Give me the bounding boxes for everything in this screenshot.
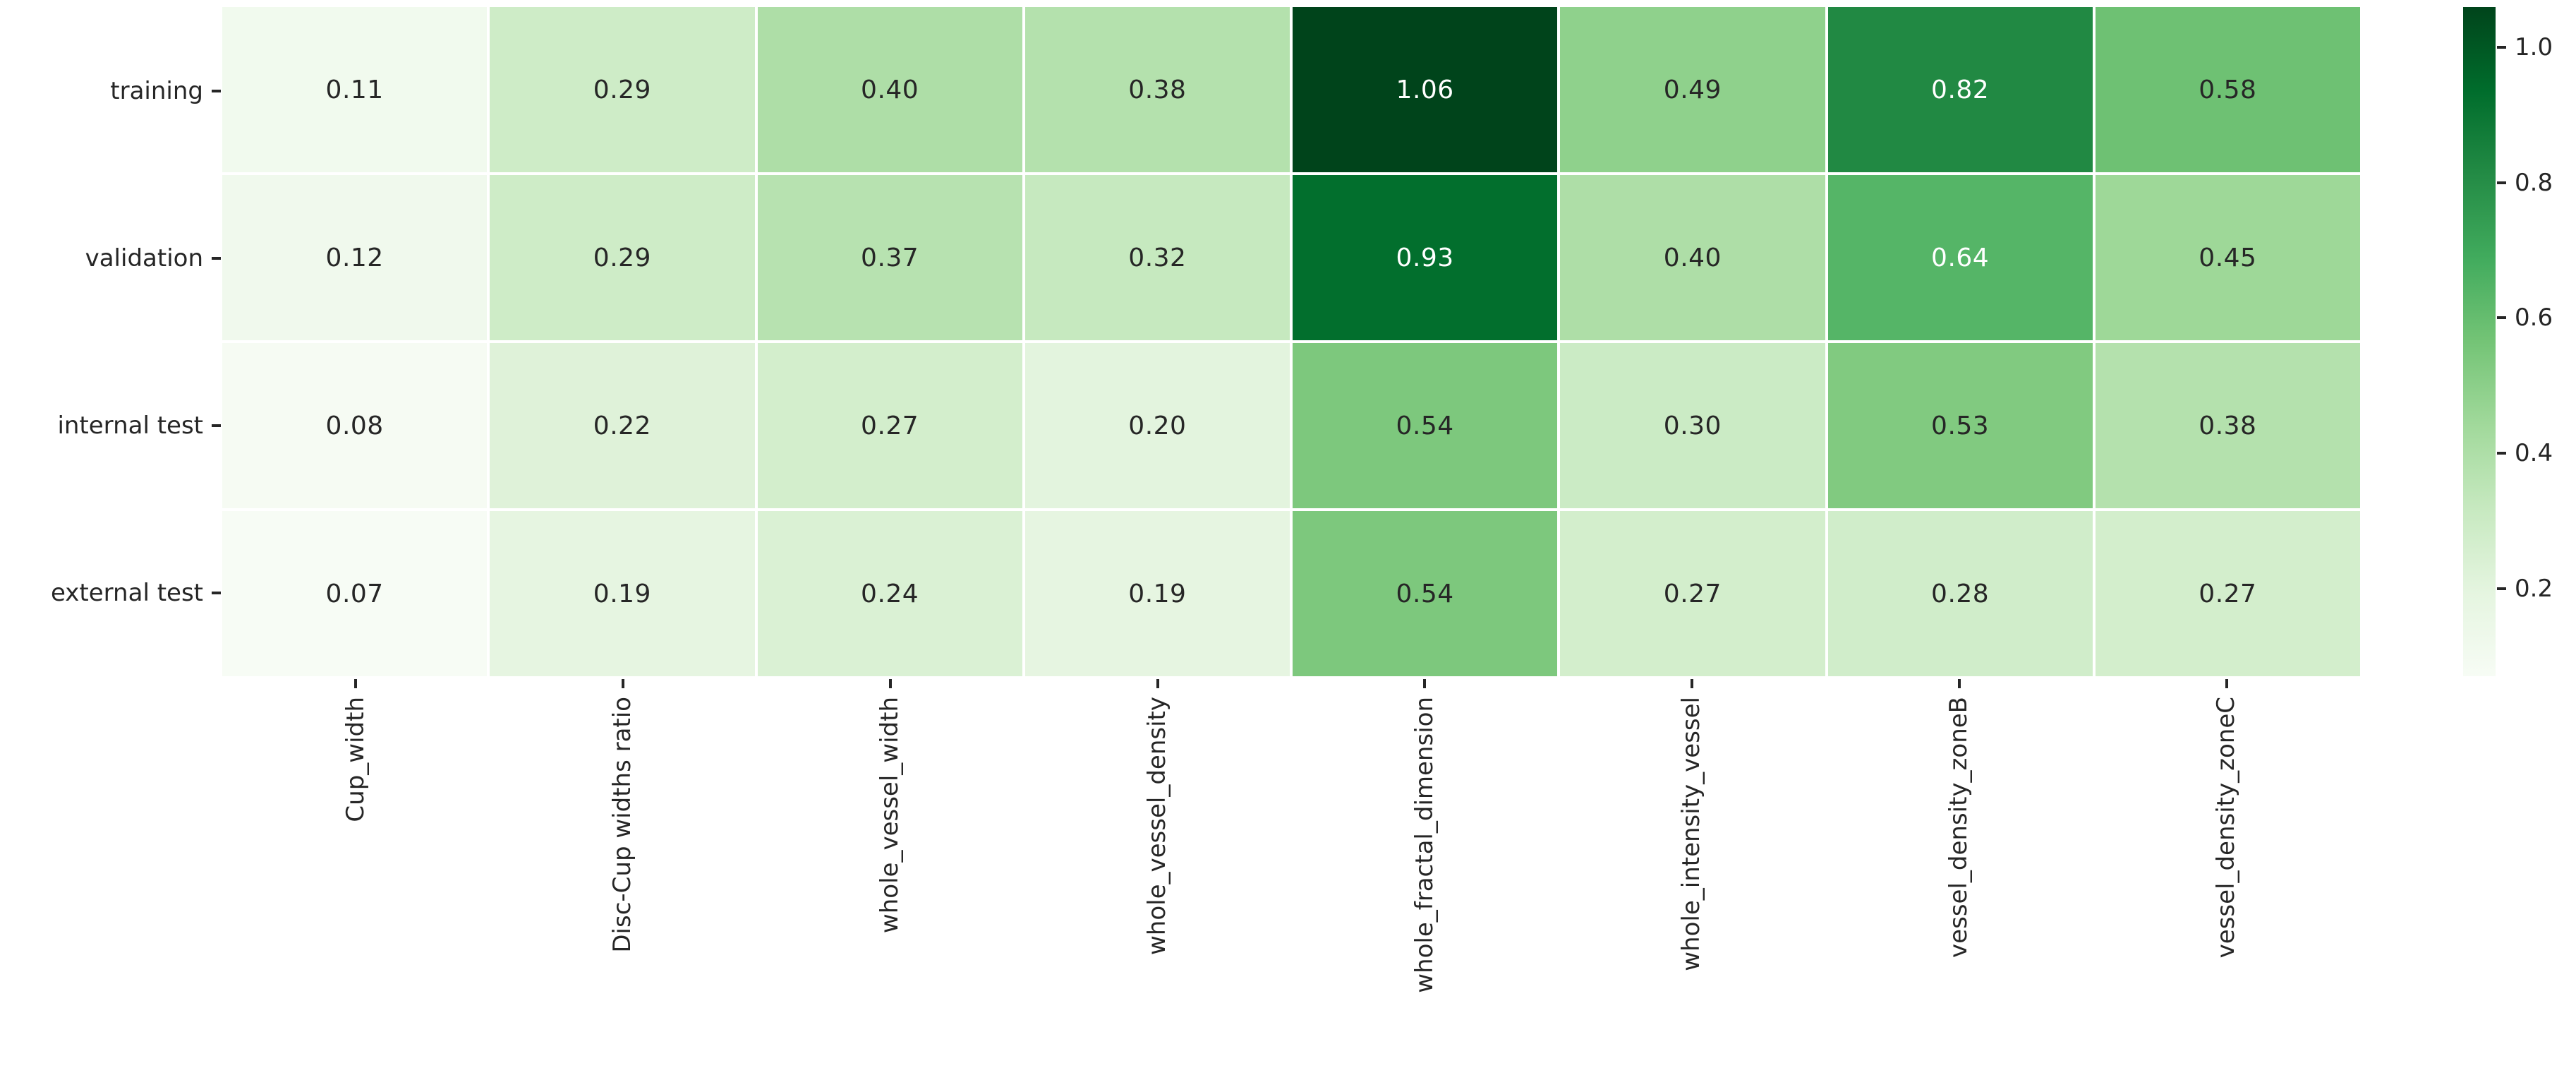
heatmap-cell: 0.53 bbox=[1827, 343, 2093, 508]
y-tick-mark bbox=[212, 256, 221, 260]
x-tick-label: whole_vessel_width bbox=[876, 697, 905, 934]
colorbar-tick-mark bbox=[2497, 452, 2506, 455]
heatmap-cell: 0.40 bbox=[1560, 175, 1825, 340]
heatmap-cell: 0.24 bbox=[757, 511, 1022, 676]
x-tick-mark bbox=[622, 679, 625, 688]
heatmap-cell: 0.93 bbox=[1293, 175, 1558, 340]
colorbar-tick-mark bbox=[2497, 316, 2506, 320]
colorbar-tick-label: 0.2 bbox=[2515, 574, 2553, 603]
heatmap-cell: 0.19 bbox=[490, 511, 755, 676]
y-tick: training bbox=[0, 7, 221, 174]
y-tick-label: internal test bbox=[57, 411, 203, 440]
x-tick-label: vessel_density_zoneB bbox=[1945, 697, 1973, 958]
x-tick-mark bbox=[1156, 679, 1159, 688]
y-tick-mark bbox=[212, 591, 221, 594]
x-tick: whole_vessel_density bbox=[1024, 679, 1291, 993]
x-tick: Cup_width bbox=[222, 679, 490, 993]
x-tick-mark bbox=[2225, 679, 2228, 688]
heatmap-cell: 0.20 bbox=[1024, 343, 1290, 508]
x-tick-label: whole_intensity_vessel bbox=[1677, 697, 1706, 971]
y-tick: internal test bbox=[0, 342, 221, 509]
x-tick: Disc-Cup widths ratio bbox=[490, 679, 757, 993]
heatmap-cell: 0.38 bbox=[1024, 7, 1290, 172]
heatmap-cell: 0.08 bbox=[222, 343, 488, 508]
heatmap-cell: 0.38 bbox=[2095, 343, 2360, 508]
x-tick-label: whole_vessel_density bbox=[1142, 697, 1171, 956]
x-tick-mark bbox=[354, 679, 358, 688]
heatmap-cell: 0.37 bbox=[757, 175, 1022, 340]
x-tick-mark bbox=[1691, 679, 1694, 688]
y-tick-label: training bbox=[110, 76, 203, 105]
colorbar-tick-label: 0.6 bbox=[2515, 304, 2553, 332]
x-tick-mark bbox=[1957, 679, 1961, 688]
heatmap-cell: 0.45 bbox=[2095, 175, 2360, 340]
x-tick: vessel_density_zoneC bbox=[2093, 679, 2360, 993]
heatmap-cell: 0.22 bbox=[490, 343, 755, 508]
heatmap-cell: 0.30 bbox=[1560, 343, 1825, 508]
heatmap-cell: 1.06 bbox=[1293, 7, 1558, 172]
heatmap-cell: 0.58 bbox=[2095, 7, 2360, 172]
x-tick-label: vessel_density_zoneC bbox=[2211, 697, 2240, 959]
heatmap-cell: 0.27 bbox=[2095, 511, 2360, 676]
heatmap-cell: 0.64 bbox=[1827, 175, 2093, 340]
colorbar-tick-label: 1.0 bbox=[2515, 33, 2553, 62]
x-tick: whole_intensity_vessel bbox=[1559, 679, 1826, 993]
y-tick-mark bbox=[212, 424, 221, 427]
heatmap-cell: 0.28 bbox=[1827, 511, 2093, 676]
heatmap-cell: 0.29 bbox=[490, 7, 755, 172]
x-tick-mark bbox=[888, 679, 892, 688]
heatmap-cell: 0.82 bbox=[1827, 7, 2093, 172]
x-tick: vessel_density_zoneB bbox=[1826, 679, 2093, 993]
y-tick: validation bbox=[0, 174, 221, 342]
heatmap-cell: 0.19 bbox=[1024, 511, 1290, 676]
colorbar-tick-mark bbox=[2497, 181, 2506, 184]
heatmap-cell: 0.54 bbox=[1293, 511, 1558, 676]
heatmap-cell: 0.54 bbox=[1293, 343, 1558, 508]
heatmap-cell: 0.49 bbox=[1560, 7, 1825, 172]
heatmap-cell: 0.29 bbox=[490, 175, 755, 340]
x-tick-label: Disc-Cup widths ratio bbox=[608, 697, 637, 953]
heatmap-cell: 0.27 bbox=[1560, 511, 1825, 676]
colorbar-gradient bbox=[2463, 7, 2496, 676]
colorbar-tick-mark bbox=[2497, 46, 2506, 49]
heatmap-cell: 0.07 bbox=[222, 511, 488, 676]
y-axis-labels: training validation internal test external … bbox=[0, 7, 221, 676]
colorbar-tick-mark bbox=[2497, 587, 2506, 590]
x-tick-mark bbox=[1423, 679, 1427, 688]
colorbar-tick-label: 0.4 bbox=[2515, 439, 2553, 467]
heatmap-cell: 0.11 bbox=[222, 7, 488, 172]
x-tick-label: whole_fractal_dimension bbox=[1410, 697, 1439, 993]
x-tick: whole_fractal_dimension bbox=[1291, 679, 1559, 993]
x-tick-label: Cup_width bbox=[341, 697, 370, 822]
x-tick: whole_vessel_width bbox=[757, 679, 1024, 993]
heatmap-grid: 0.11 0.29 0.40 0.38 1.06 0.49 0.82 0.58 0.12 0.29… bbox=[222, 7, 2360, 676]
colorbar-tick-label: 0.8 bbox=[2515, 168, 2553, 197]
heatmap-cell: 0.40 bbox=[757, 7, 1022, 172]
y-tick: external test bbox=[0, 509, 221, 676]
y-tick-label: validation bbox=[85, 244, 203, 272]
heatmap-cell: 0.32 bbox=[1024, 175, 1290, 340]
heatmap-cell: 0.27 bbox=[757, 343, 1022, 508]
heatmap-cell: 0.12 bbox=[222, 175, 488, 340]
x-axis-labels: Cup_width Disc-Cup widths ratio whole_vess… bbox=[222, 679, 2360, 993]
y-tick-label: external test bbox=[50, 578, 203, 607]
y-tick-mark bbox=[212, 89, 221, 92]
